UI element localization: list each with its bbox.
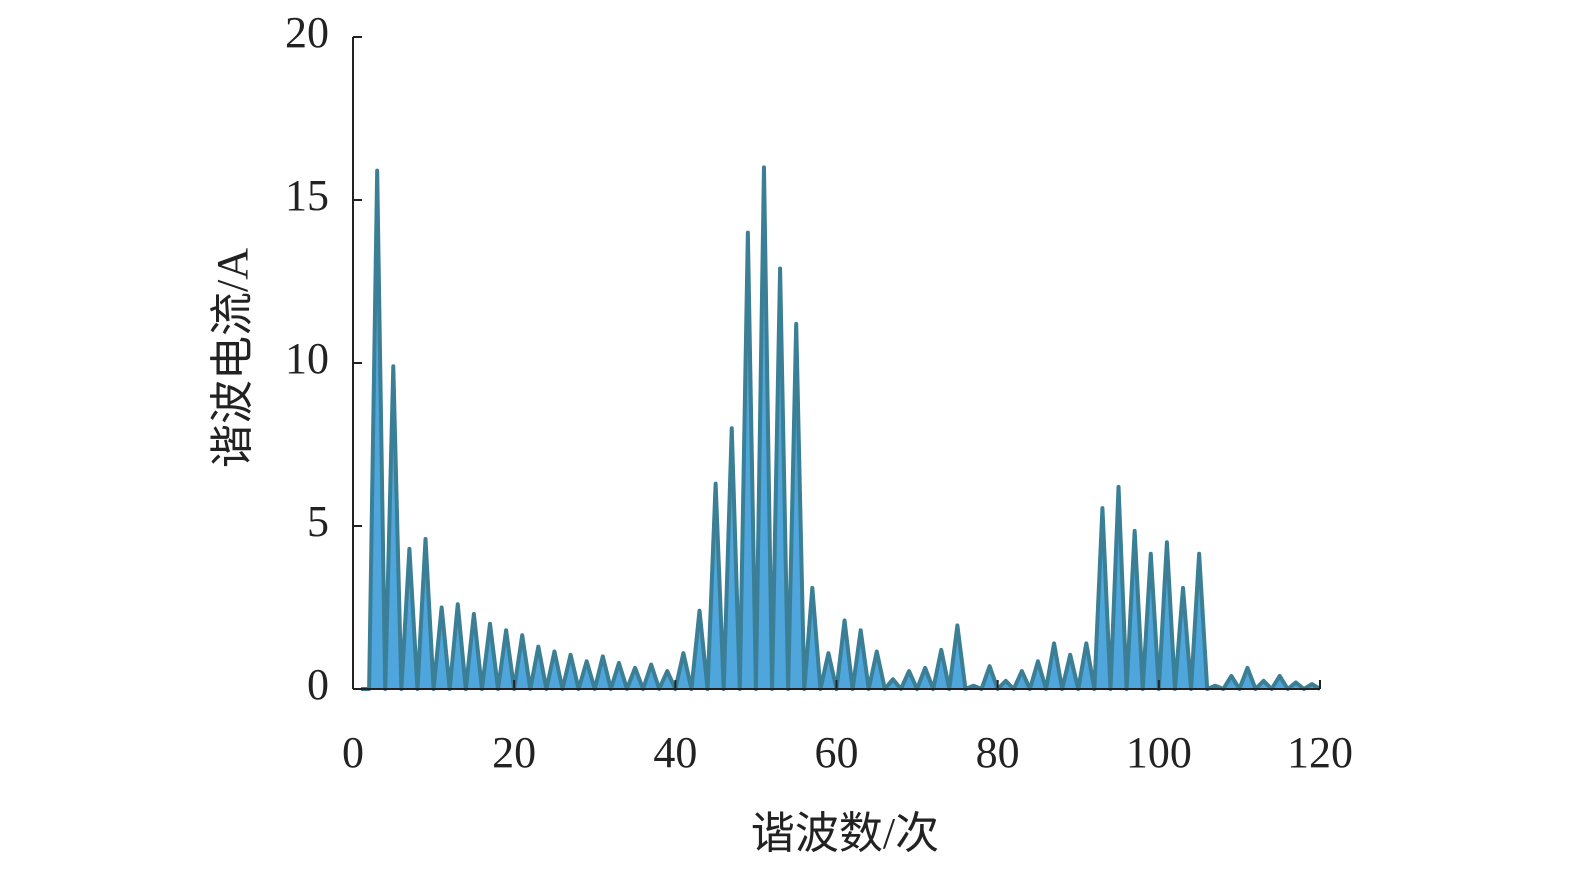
x-axis-label: 谐波数/次 [751,809,939,858]
y-tick-label: 5 [307,497,329,546]
x-tick-label: 120 [1287,728,1353,777]
area-line [361,165,1322,691]
area-fill [361,167,1320,689]
x-tick-label: 100 [1126,728,1192,777]
x-tick-label: 40 [653,728,697,777]
x-tick-label: 60 [815,728,859,777]
y-tick-label: 15 [285,171,329,220]
x-tick-label: 80 [976,728,1020,777]
y-tick-label: 0 [307,660,329,709]
x-tick-label: 0 [342,728,364,777]
y-tick-label: 10 [285,334,329,383]
x-tick-label: 20 [492,728,536,777]
y-axis-label: 谐波电流/A [208,248,257,468]
y-tick-label: 20 [285,8,329,57]
